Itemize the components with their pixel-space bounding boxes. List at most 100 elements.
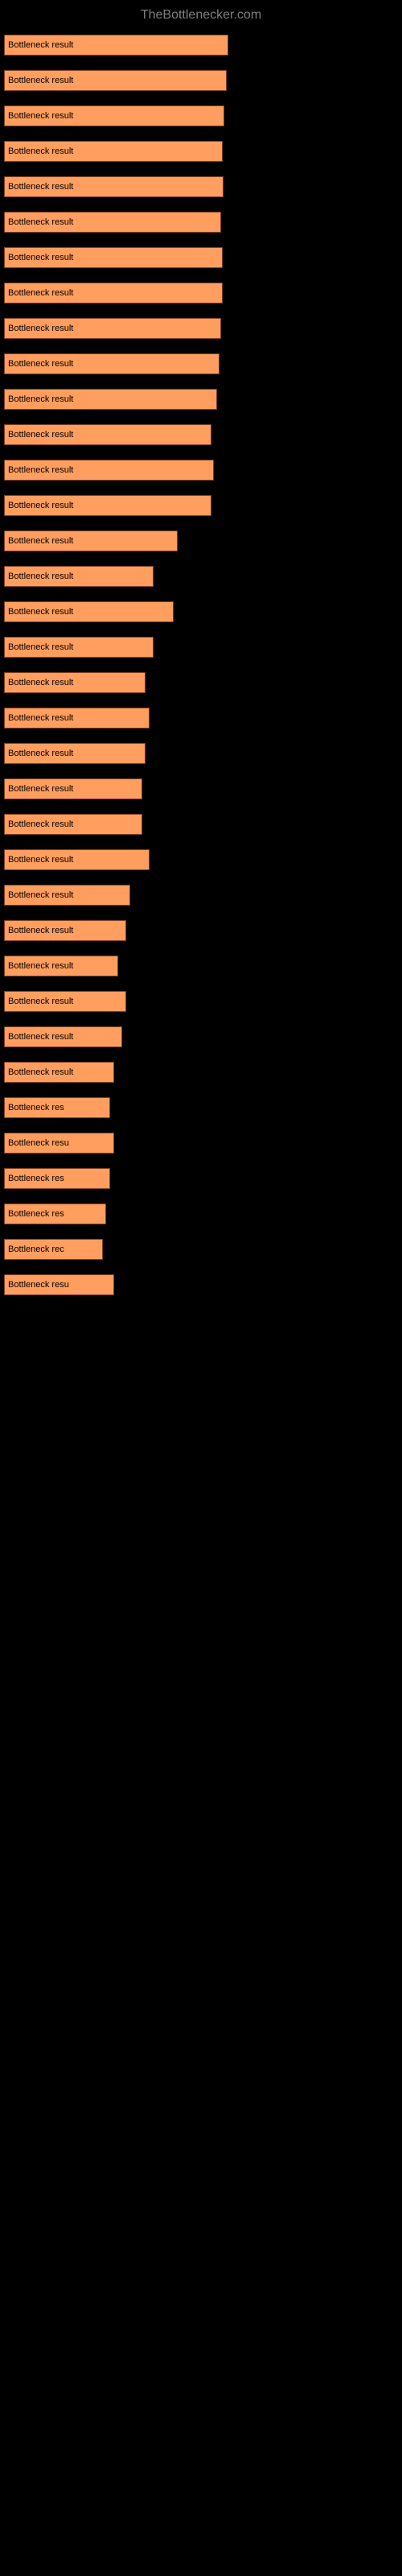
bar-text: Bottleneck result <box>8 111 73 121</box>
bottleneck-bar: Bottleneck result <box>4 389 217 410</box>
bar-wrapper: 53.5%Bottleneck result <box>4 389 398 410</box>
bar-wrapper: Bottleneck result <box>4 849 398 870</box>
bar-text: Bottleneck result <box>8 430 73 440</box>
bar-text: Bottleneck result <box>8 713 73 723</box>
bar-text: Bottleneck result <box>8 182 73 192</box>
bar-text: Bottleneck result <box>8 784 73 794</box>
bar-text: Bottleneck result <box>8 997 73 1006</box>
bar-group: 52.2%Bottleneck result <box>4 424 398 445</box>
bottleneck-bar: Bottleneck res <box>4 1203 106 1224</box>
bar-text: Bottleneck result <box>8 749 73 758</box>
bar-text: Bottleneck result <box>8 253 73 262</box>
bar-group: 4Bottleneck result <box>4 601 398 622</box>
bar-group: 54.4%Bottleneck result <box>4 318 398 339</box>
bottleneck-bar: Bottleneck resu <box>4 1274 114 1295</box>
bottleneck-bar: Bottleneck rec <box>4 1239 103 1260</box>
bar-text: Bottleneck result <box>8 288 73 298</box>
bar-text: Bottleneck result <box>8 394 73 404</box>
bar-text: Bottleneck result <box>8 217 73 227</box>
bar-wrapper: Bottleneck result <box>4 956 398 976</box>
page-header: TheBottlenecker.com <box>0 8 402 23</box>
bar-text: Bottleneck result <box>8 536 73 546</box>
bar-text: Bottleneck result <box>8 855 73 865</box>
bar-wrapper: Bottleneck result <box>4 1062 398 1083</box>
bottleneck-bar: Bottleneck resu <box>4 1133 114 1154</box>
bar-group: Bottleneck result <box>4 566 398 587</box>
bar-text: Bottleneck result <box>8 40 73 50</box>
bar-text: Bottleneck result <box>8 465 73 475</box>
bar-group: 52.8%Bottleneck result <box>4 460 398 481</box>
bar-group: Bottleneck result <box>4 1026 398 1047</box>
bar-wrapper: Bottleneck result <box>4 991 398 1012</box>
bar-group: 55%Bottleneck result <box>4 176 398 197</box>
bar-wrapper: 55.7%Bottleneck result <box>4 70 398 91</box>
bottleneck-bar: Bottleneck result <box>4 495 211 516</box>
bar-wrapper: Bottleneck result <box>4 814 398 835</box>
bar-group: 55.7%Bottleneck result <box>4 70 398 91</box>
bottleneck-bar: Bottleneck result <box>4 105 224 126</box>
bar-wrapper: 52.2%Bottleneck result <box>4 424 398 445</box>
bar-wrapper: 4Bottleneck result <box>4 530 398 551</box>
bottleneck-bar: Bottleneck result <box>4 35 228 56</box>
bottleneck-bar: Bottleneck result <box>4 885 130 906</box>
bar-wrapper: Bottleneck result <box>4 885 398 906</box>
bar-wrapper: 54.8%Bottleneck result <box>4 247 398 268</box>
bar-group: 53.5%Bottleneck result <box>4 389 398 410</box>
bar-text: Bottleneck result <box>8 926 73 935</box>
bar-group: Bottleneck res <box>4 1168 398 1189</box>
bar-wrapper: 54.8%Bottleneck result <box>4 283 398 303</box>
bar-wrapper: 55.9%Bottleneck result <box>4 35 398 56</box>
bar-wrapper: 54.8%Bottleneck result <box>4 141 398 162</box>
bar-wrapper: Bottleneck resu <box>4 1274 398 1295</box>
bar-group: 55.9%Bottleneck result <box>4 35 398 56</box>
bar-text: Bottleneck resu <box>8 1138 69 1148</box>
bar-wrapper: Bottleneck rec <box>4 1239 398 1260</box>
bar-text: Bottleneck res <box>8 1209 64 1219</box>
bar-wrapper: Bottleneck result <box>4 708 398 729</box>
bar-group: Bottleneck result <box>4 920 398 941</box>
bar-group: Bottleneck rec <box>4 1239 398 1260</box>
bottleneck-bar: Bottleneck result <box>4 566 154 587</box>
bottleneck-bar: Bottleneck result <box>4 283 223 303</box>
bar-group: Bottleneck result <box>4 885 398 906</box>
bar-wrapper: 4Bottleneck result <box>4 601 398 622</box>
bar-group: Bottleneck result <box>4 672 398 693</box>
bar-text: Bottleneck result <box>8 572 73 581</box>
bar-text: Bottleneck result <box>8 819 73 829</box>
bar-text: Bottleneck result <box>8 76 73 85</box>
bottleneck-bar: Bottleneck result <box>4 212 221 233</box>
bottleneck-bar: Bottleneck result <box>4 956 118 976</box>
bottleneck-bar: Bottleneck result <box>4 814 142 835</box>
bar-group: 52.2%Bottleneck result <box>4 495 398 516</box>
bar-wrapper: Bottleneck result <box>4 778 398 799</box>
bar-text: Bottleneck result <box>8 1032 73 1042</box>
bar-text: Bottleneck rec <box>8 1245 64 1254</box>
bar-group: 54.8%Bottleneck result <box>4 141 398 162</box>
bar-text: Bottleneck result <box>8 359 73 369</box>
bar-wrapper: 52.8%Bottleneck result <box>4 460 398 481</box>
bar-wrapper: Bottleneck res <box>4 1097 398 1118</box>
bottleneck-bar: Bottleneck result <box>4 353 219 374</box>
bottleneck-bar: Bottleneck result <box>4 1062 114 1083</box>
bottleneck-bar: Bottleneck result <box>4 637 154 658</box>
bar-wrapper: 54.4%Bottleneck result <box>4 318 398 339</box>
bar-wrapper: Bottleneck result <box>4 743 398 764</box>
bar-text: Bottleneck result <box>8 642 73 652</box>
bottleneck-bar: Bottleneck result <box>4 672 146 693</box>
bar-wrapper: Bottleneck result <box>4 566 398 587</box>
bar-wrapper: Bottleneck result <box>4 672 398 693</box>
bar-wrapper: 54.1%Bottleneck result <box>4 353 398 374</box>
bar-group: Bottleneck result <box>4 814 398 835</box>
bar-group: Bottleneck result <box>4 743 398 764</box>
bar-text: Bottleneck result <box>8 501 73 510</box>
bar-wrapper: Bottleneck result <box>4 1026 398 1047</box>
bar-group: Bottleneck resu <box>4 1133 398 1154</box>
bar-wrapper: 54.4%Bottleneck result <box>4 212 398 233</box>
bar-wrapper: Bottleneck result <box>4 920 398 941</box>
bar-text: Bottleneck res <box>8 1103 64 1113</box>
bottleneck-bar: Bottleneck result <box>4 778 142 799</box>
bar-group: 54.8%Bottleneck result <box>4 247 398 268</box>
bottleneck-bar: Bottleneck result <box>4 460 214 481</box>
bar-wrapper: Bottleneck resu <box>4 1133 398 1154</box>
bottleneck-bar: Bottleneck result <box>4 530 178 551</box>
